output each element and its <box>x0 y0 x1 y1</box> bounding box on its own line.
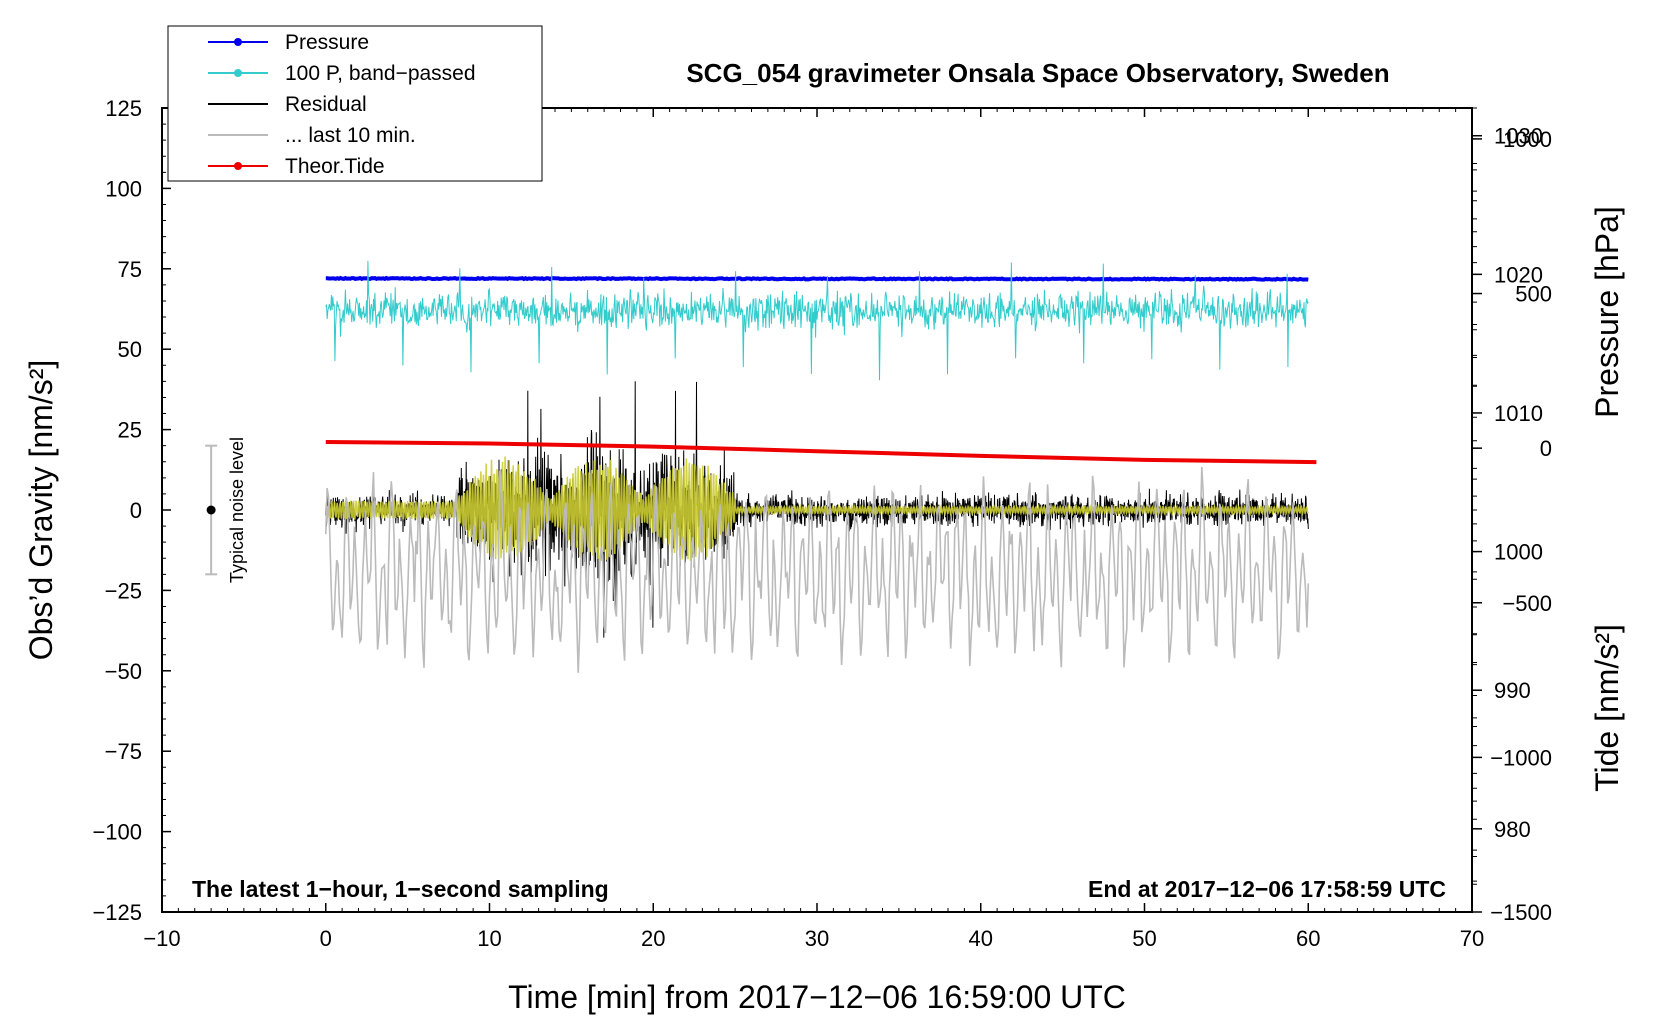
tide-tick-label: 500 <box>1515 282 1552 307</box>
legend-label: Residual <box>285 93 367 116</box>
x-tick-label: 50 <box>1132 926 1156 951</box>
y-left-tick-label: 0 <box>130 498 142 523</box>
y-left-tick-label: 100 <box>105 176 142 201</box>
bandpassed-pressure-line <box>325 260 1309 381</box>
residual-smoothed-line <box>325 456 1309 561</box>
y-left-tick-label: −125 <box>92 900 142 925</box>
pressure-tick-label: 990 <box>1494 678 1531 703</box>
legend-marker <box>234 162 242 170</box>
tide-tick-label: 0 <box>1540 436 1552 461</box>
x-tick-label: 40 <box>969 926 993 951</box>
chart-legend: Pressure 100 P, band−passed Residual ... la… <box>167 25 543 182</box>
pressure-tick-label: 980 <box>1494 817 1531 842</box>
noise-indicator: Typical noise level <box>205 437 247 583</box>
pressure-tick-label: 1010 <box>1494 401 1543 426</box>
y-left-tick-label: 125 <box>105 96 142 121</box>
series-layer <box>325 260 1317 673</box>
y-left-tick-label: −75 <box>105 739 142 764</box>
chart-title: SCG_054 gravimeter Onsala Space Observat… <box>686 58 1389 88</box>
y-left-tick-label: −25 <box>105 578 142 603</box>
sampling-note: The latest 1−hour, 1−second sampling <box>192 876 609 902</box>
y-left-tick-label: 25 <box>118 418 142 443</box>
noise-level-dot <box>206 505 216 515</box>
x-axis-title: Time [min] from 2017−12−06 16:59:00 UTC <box>508 979 1126 1015</box>
theoretical-tide-line <box>325 440 1317 465</box>
tide-tick-label: −1000 <box>1490 745 1552 770</box>
last-10-min-line <box>325 466 1310 673</box>
x-tick-label: 10 <box>477 926 501 951</box>
y-left-tick-label: −100 <box>92 820 142 845</box>
legend-label: ... last 10 min. <box>285 124 416 147</box>
x-tick-label: 20 <box>641 926 665 951</box>
x-tick-label: 60 <box>1296 926 1320 951</box>
y-left-axis-title: Obs’d Gravity [nm/s²] <box>23 360 59 661</box>
tide-axis-title: Tide [nm/s²] <box>1589 624 1625 792</box>
legend-label: Pressure <box>285 31 369 54</box>
pressure-tick-label: 1030 <box>1494 124 1543 149</box>
y-left-tick-label: 75 <box>118 257 142 282</box>
tide-tick-label: −1500 <box>1490 900 1552 925</box>
end-time-note: End at 2017−12−06 17:58:59 UTC <box>1088 876 1446 902</box>
legend-marker <box>234 69 242 77</box>
legend-label: 100 P, band−passed <box>285 62 476 85</box>
pressure-tick-label: 1020 <box>1494 262 1543 287</box>
tide-tick-label: 1000 <box>1503 127 1552 152</box>
x-tick-label: −10 <box>143 926 180 951</box>
pressure-axis-title: Pressure [hPa] <box>1589 206 1625 418</box>
x-tick-label: 70 <box>1460 926 1484 951</box>
y-left-tick-label: 50 <box>118 337 142 362</box>
tide-tick-label: −500 <box>1502 591 1552 616</box>
y-left-tick-label: −50 <box>105 659 142 684</box>
x-tick-label: 30 <box>805 926 829 951</box>
pressure-line <box>325 275 1309 282</box>
x-tick-label: 0 <box>320 926 332 951</box>
legend-label: Theor.Tide <box>285 155 385 178</box>
noise-level-label: Typical noise level <box>227 437 247 583</box>
legend-marker <box>234 38 242 46</box>
pressure-tick-label: 1000 <box>1494 540 1543 565</box>
